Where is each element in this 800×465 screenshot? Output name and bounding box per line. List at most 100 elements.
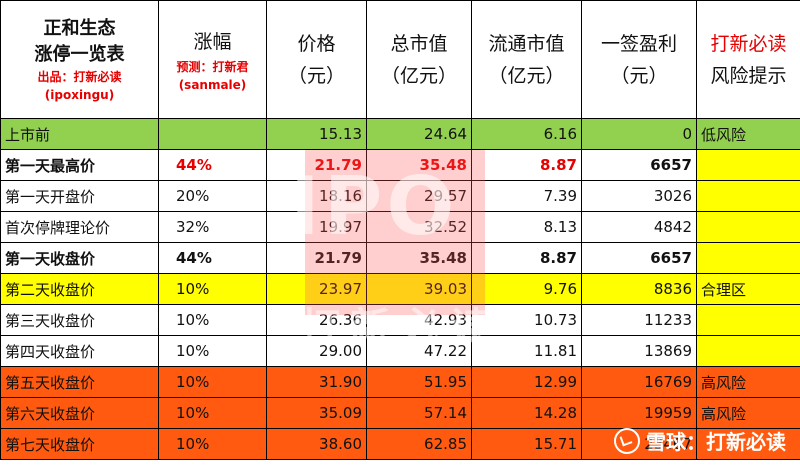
row-mcap: 51.95: [366, 366, 472, 398]
row-float: 8.87: [471, 149, 582, 181]
source-line2: (ipoxingu): [44, 87, 115, 102]
row-mcap: 24.64: [366, 118, 472, 150]
predict-line1: 预测：打新君: [176, 59, 249, 74]
row-profit: 3026: [581, 180, 697, 212]
row-pct: 44%: [158, 149, 267, 181]
row-risk: [696, 149, 800, 181]
row-float: 7.39: [471, 180, 582, 212]
row-label: 首次停牌理论价: [0, 211, 159, 243]
row-pct: 10%: [158, 335, 267, 367]
row-price: 29.00: [266, 335, 367, 367]
table-row: 第一天收盘价 44% 21.79 35.48 8.87 6657: [0, 242, 800, 274]
row-float: 12.99: [471, 366, 582, 398]
row-label: 第四天收盘价: [0, 335, 159, 367]
snowball-logo-icon: [614, 427, 640, 454]
risk-header-line1: 打新必读: [710, 32, 787, 55]
brand-label: 雪球：打新必读: [646, 430, 786, 454]
row-price: 21.79: [266, 149, 367, 181]
row-label: 上市前: [0, 118, 159, 150]
price-header-line2: （元）: [287, 64, 345, 87]
row-risk: 高风险: [696, 397, 800, 429]
table-row: 第三天收盘价 10% 26.36 42.93 10.73 11233: [0, 304, 800, 336]
row-label: 第二天收盘价: [0, 273, 159, 305]
row-pct: 44%: [158, 242, 267, 274]
row-pct: [158, 118, 267, 150]
row-profit: 11233: [581, 304, 697, 336]
table-row: 第二天收盘价 10% 23.97 39.03 9.76 8836 合理区: [0, 273, 800, 305]
risk-header-line2: 风险提示: [710, 64, 787, 87]
row-risk: [696, 211, 800, 243]
row-risk: [696, 335, 800, 367]
row-mcap: 39.03: [366, 273, 472, 305]
mcap-header-line2: （亿元）: [380, 64, 457, 87]
table-row: 第一天开盘价 20% 18.16 29.57 7.39 3026: [0, 180, 800, 212]
row-float: 11.81: [471, 335, 582, 367]
header-rise-cell: 涨幅 预测：打新君 (sanmale): [158, 0, 267, 119]
row-risk: [696, 180, 800, 212]
header-risk-cell: 打新必读 风险提示: [696, 0, 800, 119]
table-header-row: 正和生态 涨停一览表 出品：打新必读 (ipoxingu) 涨幅 预测：打新君 …: [0, 0, 800, 119]
price-header-line1: 价格: [297, 32, 336, 55]
table-row: 第四天收盘价 10% 29.00 47.22 11.81 13869: [0, 335, 800, 367]
row-label: 第六天收盘价: [0, 397, 159, 429]
row-profit: 19959: [581, 397, 697, 429]
row-label: 第一天开盘价: [0, 180, 159, 212]
row-mcap: 42.93: [366, 304, 472, 336]
row-mcap: 32.52: [366, 211, 472, 243]
row-pct: 10%: [158, 304, 267, 336]
row-pct: 32%: [158, 211, 267, 243]
header-profit-cell: 一签盈利 （元）: [581, 0, 697, 119]
row-risk: 高风险: [696, 366, 800, 398]
float-header-line1: 流通市值: [488, 32, 565, 55]
predict-line2: (sanmale): [178, 77, 247, 92]
row-price: 35.09: [266, 397, 367, 429]
row-profit: 23467: [581, 428, 697, 460]
row-label: 第五天收盘价: [0, 366, 159, 398]
row-float: 8.13: [471, 211, 582, 243]
row-float: 10.73: [471, 304, 582, 336]
mcap-header-line1: 总市值: [390, 32, 448, 55]
table-title-line2: 涨停一览表: [34, 43, 125, 65]
row-price: 18.16: [266, 180, 367, 212]
row-float: 14.28: [471, 397, 582, 429]
row-profit: 0: [581, 118, 697, 150]
source-line1: 出品：打新必读: [37, 69, 122, 84]
row-float: 8.87: [471, 242, 582, 274]
row-profit: 8836: [581, 273, 697, 305]
row-mcap: 57.14: [366, 397, 472, 429]
table-row: 第六天收盘价 10% 35.09 57.14 14.28 19959 高风险: [0, 397, 800, 429]
table-row: 第一天最高价 44% 21.79 35.48 8.87 6657: [0, 149, 800, 181]
header-float-cell: 流通市值 （亿元）: [471, 0, 582, 119]
row-label: 第三天收盘价: [0, 304, 159, 336]
row-risk: [696, 242, 800, 274]
row-mcap: 47.22: [366, 335, 472, 367]
rise-label: 涨幅: [193, 30, 232, 53]
row-risk: [696, 428, 800, 460]
row-mcap: 35.48: [366, 242, 472, 274]
table-row: 上市前 15.13 24.64 6.16 0 低风险: [0, 118, 800, 150]
table-row: 第五天收盘价 10% 31.90 51.95 12.99 16769 高风险: [0, 366, 800, 398]
row-pct: 20%: [158, 180, 267, 212]
row-mcap: 62.85: [366, 428, 472, 460]
float-header-line2: （亿元）: [488, 64, 565, 87]
row-pct: 10%: [158, 428, 267, 460]
row-price: 21.79: [266, 242, 367, 274]
row-price: 19.97: [266, 211, 367, 243]
row-pct: 10%: [158, 397, 267, 429]
row-price: 26.36: [266, 304, 367, 336]
row-profit: 16769: [581, 366, 697, 398]
row-profit: 13869: [581, 335, 697, 367]
profit-header-line1: 一签盈利: [600, 32, 677, 55]
table-row: 第七天收盘价 10% 38.60 62.85 15.71 23467: [0, 428, 800, 460]
row-profit: 4842: [581, 211, 697, 243]
table-row: 首次停牌理论价 32% 19.97 32.52 8.13 4842: [0, 211, 800, 243]
row-risk: 合理区: [696, 273, 800, 305]
row-float: 15.71: [471, 428, 582, 460]
header-mcap-cell: 总市值 （亿元）: [366, 0, 472, 119]
row-risk: [696, 304, 800, 336]
row-mcap: 29.57: [366, 180, 472, 212]
row-label: 第一天收盘价: [0, 242, 159, 274]
header-price-cell: 价格 （元）: [266, 0, 367, 119]
row-label: 第七天收盘价: [0, 428, 159, 460]
